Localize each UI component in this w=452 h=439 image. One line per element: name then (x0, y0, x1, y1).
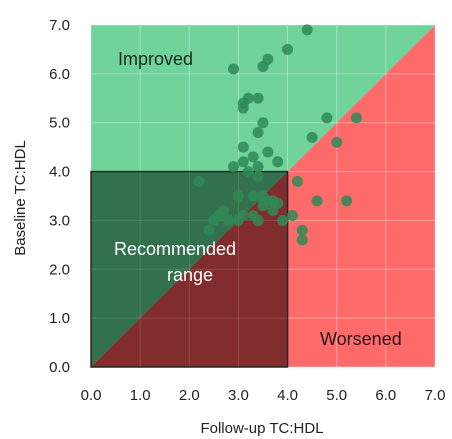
data-point (237, 102, 249, 114)
region-label-worsened: Worsened (320, 329, 402, 349)
y-axis-ticks: 0.0 1.0 2.0 3.0 4.0 5.0 6.0 7.0 (49, 17, 70, 376)
data-point (228, 63, 240, 75)
data-point (208, 214, 220, 226)
y-tick-label: 7.0 (49, 17, 70, 34)
data-point (350, 112, 362, 124)
data-point (252, 170, 264, 182)
data-point (262, 146, 274, 158)
data-point (296, 234, 308, 246)
data-point (306, 131, 318, 143)
y-tick-label: 5.0 (49, 115, 70, 132)
data-point (252, 214, 264, 226)
data-point (321, 112, 333, 124)
data-point (252, 92, 264, 104)
x-tick-label: 3.0 (228, 387, 249, 404)
data-point (267, 205, 279, 217)
data-point (237, 141, 249, 153)
data-point (247, 151, 259, 163)
data-point (311, 195, 323, 207)
x-tick-label: 0.0 (81, 387, 102, 404)
data-point (277, 214, 289, 226)
y-tick-label: 2.0 (49, 261, 70, 278)
data-point (193, 175, 205, 187)
data-point (282, 43, 294, 55)
x-tick-label: 6.0 (375, 387, 396, 404)
y-tick-label: 0.0 (49, 359, 70, 376)
data-point (232, 214, 244, 226)
data-point (203, 224, 215, 236)
data-points (193, 24, 362, 246)
data-point (228, 161, 240, 173)
data-point (252, 126, 264, 138)
data-point (331, 136, 343, 148)
data-point (257, 200, 269, 212)
x-tick-label: 7.0 (425, 387, 446, 404)
x-tick-label: 4.0 (277, 387, 298, 404)
recommended-range-border (90, 170, 289, 368)
data-point (252, 161, 264, 173)
region-labels: Improved Worsened Recommended range (114, 49, 402, 349)
data-point (237, 156, 249, 168)
y-tick-label: 4.0 (49, 164, 70, 181)
region-label-recommended-line1: Recommended (114, 239, 236, 259)
data-point (272, 156, 284, 168)
data-point (286, 210, 298, 222)
data-point (247, 190, 259, 202)
region-label-recommended-line2: range (167, 265, 213, 285)
x-tick-label: 5.0 (326, 387, 347, 404)
x-axis-ticks: 0.0 1.0 2.0 3.0 4.0 5.0 6.0 7.0 (81, 387, 446, 404)
y-tick-label: 1.0 (49, 310, 70, 327)
y-axis-title: Baseline TC:HDL (12, 140, 29, 256)
data-point (242, 166, 254, 178)
x-tick-label: 2.0 (179, 387, 200, 404)
data-point (223, 214, 235, 226)
data-point (301, 24, 313, 36)
y-tick-label: 6.0 (49, 66, 70, 83)
x-tick-label: 1.0 (130, 387, 151, 404)
data-point (296, 224, 308, 236)
data-point (257, 117, 269, 129)
data-point (341, 195, 353, 207)
recommended-range-upper (91, 171, 288, 367)
data-point (232, 190, 244, 202)
region-label-improved: Improved (118, 49, 193, 69)
data-point (257, 61, 269, 73)
x-axis-title: Follow-up TC:HDL (200, 420, 323, 437)
y-tick-label: 3.0 (49, 212, 70, 229)
data-point (291, 175, 303, 187)
